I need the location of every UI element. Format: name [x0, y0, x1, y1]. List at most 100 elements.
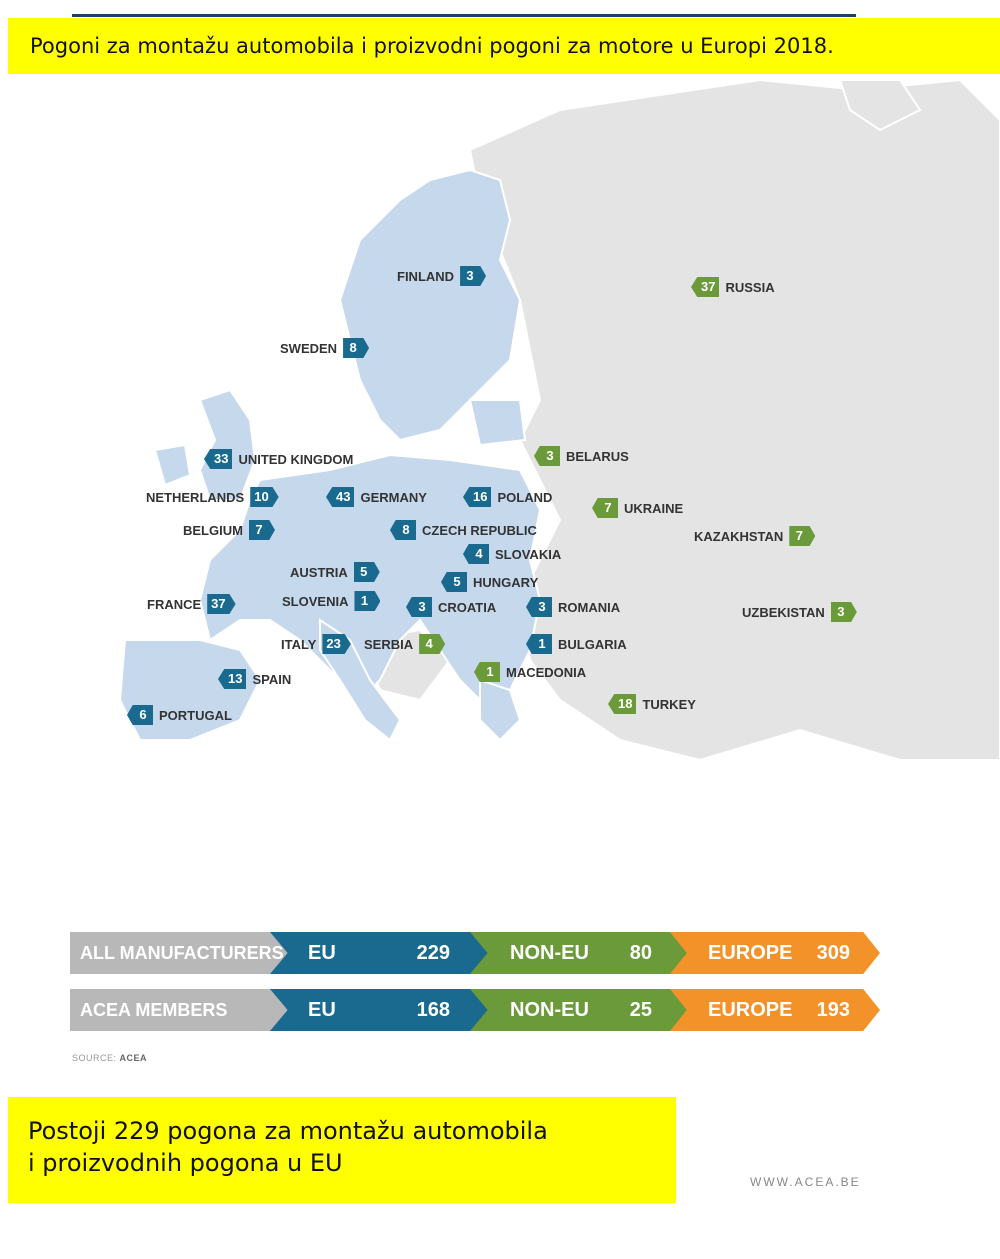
plant-count: 16: [463, 487, 492, 507]
country-label-romania: 3 ROMANIA: [526, 597, 626, 617]
country-name: RUSSIA: [725, 279, 775, 295]
segment-value: 193: [816, 998, 850, 1021]
plant-count: 8: [390, 520, 416, 540]
country-label-bulgaria: 1 BULGARIA: [526, 634, 633, 654]
summary-row-label: ALL MANUFACTURERS: [70, 932, 290, 974]
greece-shape: [479, 678, 522, 742]
plant-count: 6: [127, 705, 153, 725]
plant-count: 37: [691, 277, 720, 297]
note-line-2: i proizvodnih pogona u EU: [28, 1149, 343, 1177]
country-name: HUNGARY: [473, 574, 539, 590]
country-name: BELARUS: [566, 448, 629, 464]
plant-count: 3: [460, 266, 487, 286]
plant-count: 23: [322, 634, 351, 654]
plant-count: 18: [608, 694, 637, 714]
plant-count: 4: [419, 634, 446, 654]
plant-count: 37: [207, 594, 236, 614]
country-name: FRANCE: [147, 596, 202, 612]
country-label-russia: 37 RUSSIA: [691, 277, 781, 297]
country-name: BELGIUM: [183, 522, 243, 538]
top-rule: [72, 0, 856, 17]
country-label-finland: FINLAND 3: [391, 266, 487, 286]
country-name: POLAND: [497, 489, 553, 505]
plant-count: 3: [406, 597, 432, 617]
country-name: BULGARIA: [558, 636, 627, 652]
plant-count: 1: [526, 634, 552, 654]
country-label-austria: AUSTRIA 5: [284, 562, 380, 582]
country-label-germany: 43 GERMANY: [326, 487, 433, 507]
country-name: FINLAND: [397, 268, 455, 284]
plant-count: 3: [534, 446, 560, 466]
plant-count: 1: [474, 662, 500, 682]
baltics-shape: [468, 399, 527, 447]
country-name: NETHERLANDS: [146, 489, 245, 505]
country-label-macedonia: 1 MACEDONIA: [474, 662, 592, 682]
plant-count: 5: [441, 572, 467, 592]
country-name: UZBEKISTAN: [742, 604, 825, 620]
summary-europe-segment: EUROPE 193: [670, 989, 880, 1031]
segment-value: 229: [416, 941, 450, 964]
country-name: ITALY: [281, 636, 317, 652]
segment-value: 168: [416, 998, 450, 1021]
country-label-sweden: SWEDEN 8: [274, 338, 370, 358]
segment-label: EUROPE: [708, 998, 793, 1021]
summary-non-eu-segment: NON-EU 80: [470, 932, 690, 974]
summary-row-label: ACEA MEMBERS: [70, 989, 290, 1031]
country-label-turkey: 18 TURKEY: [608, 694, 702, 714]
plant-count: 33: [204, 449, 233, 469]
plant-count: 3: [526, 597, 552, 617]
country-label-ukraine: 7 UKRAINE: [592, 498, 689, 518]
country-label-croatia: 3 CROATIA: [406, 597, 502, 617]
country-name: UNITED KINGDOM: [238, 451, 354, 467]
page-title: Pogoni za montažu automobila i proizvodn…: [30, 34, 834, 58]
country-name: CZECH REPUBLIC: [422, 522, 537, 538]
plant-count: 10: [250, 487, 279, 507]
title-banner: Pogoni za montažu automobila i proizvodn…: [8, 18, 1000, 74]
summary-eu-segment: EU 168: [270, 989, 490, 1031]
country-label-united-kingdom: 33 UNITED KINGDOM: [204, 449, 359, 469]
country-label-poland: 16 POLAND: [463, 487, 558, 507]
country-label-czech-republic: 8 CZECH REPUBLIC: [390, 520, 543, 540]
summary-row-all-manufacturers: ALL MANUFACTURERS EU 229 NON-EU 80 EUROP…: [70, 932, 880, 974]
country-name: SPAIN: [252, 671, 292, 687]
plant-count: 13: [218, 669, 247, 689]
country-name: TURKEY: [642, 696, 696, 712]
segment-value: 80: [629, 941, 652, 964]
country-name: SERBIA: [364, 636, 414, 652]
summary-europe-segment: EUROPE 309: [670, 932, 880, 974]
country-label-slovakia: 4 SLOVAKIA: [463, 544, 567, 564]
country-label-belarus: 3 BELARUS: [534, 446, 635, 466]
country-label-spain: 13 SPAIN: [218, 669, 297, 689]
country-name: UKRAINE: [624, 500, 684, 516]
country-label-kazakhstan: KAZAKHSTAN 7: [688, 526, 816, 546]
country-label-italy: ITALY 23: [275, 634, 351, 654]
scandinavia-shape: [338, 168, 522, 442]
country-name: ROMANIA: [558, 599, 621, 615]
country-label-netherlands: NETHERLANDS 10: [140, 487, 279, 507]
plant-count: 7: [789, 526, 816, 546]
source-prefix: SOURCE:: [72, 1053, 117, 1063]
country-label-slovenia: SLOVENIA 1: [276, 591, 381, 611]
segment-label: NON-EU: [510, 998, 589, 1021]
country-label-belgium: BELGIUM 7: [177, 520, 275, 540]
country-label-hungary: 5 HUNGARY: [441, 572, 544, 592]
segment-value: 309: [816, 941, 850, 964]
note-line-1: Postoji 229 pogona za montažu automobila: [28, 1117, 548, 1145]
note-banner: Postoji 229 pogona za montažu automobila…: [8, 1097, 676, 1203]
iberia-shape: [118, 639, 262, 741]
segment-label: EU: [308, 998, 336, 1021]
summary-eu-segment: EU 229: [270, 932, 490, 974]
plant-count: 7: [248, 520, 275, 540]
country-name: SLOVAKIA: [495, 546, 562, 562]
source-name: ACEA: [119, 1053, 148, 1063]
country-name: SLOVENIA: [282, 593, 349, 609]
ireland-shape: [153, 443, 192, 487]
plant-count: 7: [592, 498, 618, 518]
plant-count: 43: [326, 487, 355, 507]
segment-value: 25: [629, 998, 652, 1021]
plant-count: 5: [353, 562, 380, 582]
country-label-uzbekistan: UZBEKISTAN 3: [736, 602, 857, 622]
segment-label: NON-EU: [510, 941, 589, 964]
summary-row-acea-members: ACEA MEMBERS EU 168 NON-EU 25 EUROPE 193: [70, 989, 880, 1031]
country-name: GERMANY: [360, 489, 427, 505]
